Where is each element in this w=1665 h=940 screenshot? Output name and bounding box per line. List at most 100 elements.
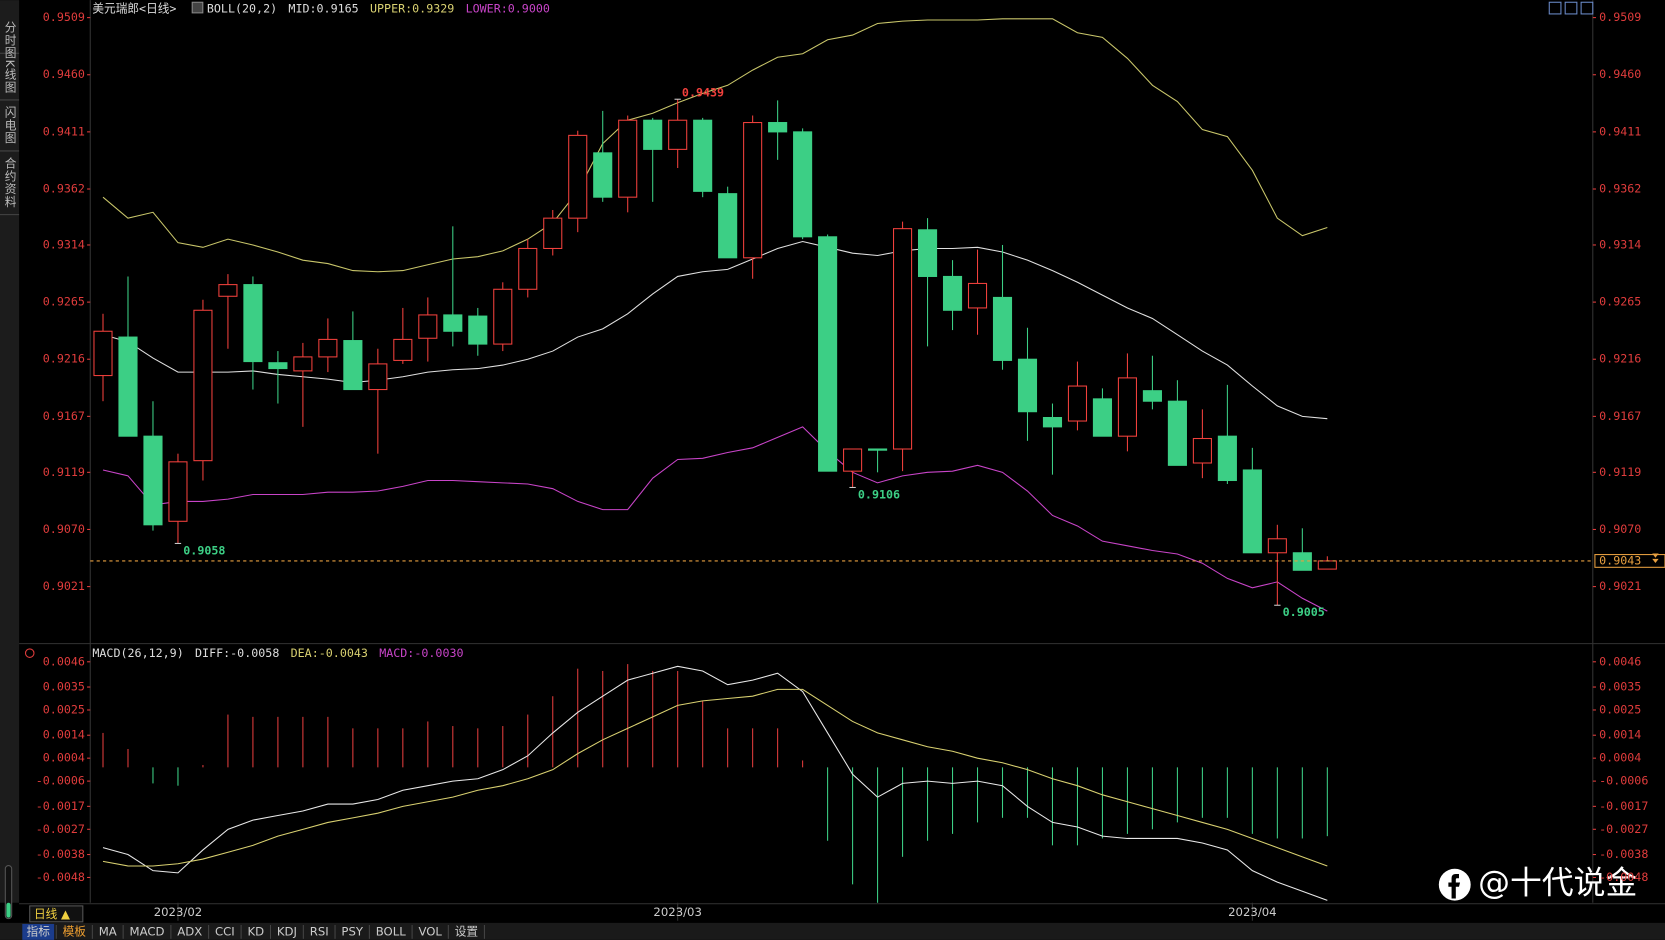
tab[interactable]: 模板 [63,924,87,938]
annotation: 0.9058 [183,543,225,557]
sidebar [0,0,20,903]
tab-active [22,923,55,940]
y2-tick-label: 0.9216 [1599,352,1641,366]
tab[interactable]: MA [99,924,117,938]
period-button[interactable] [29,905,84,923]
candle-body [1167,400,1187,466]
macd-diff: DIFF:-0.0058 [195,646,279,660]
sidebar-tab[interactable]: 分时图 [3,21,17,59]
annotation: 0.9439 [682,85,724,99]
y-tick-label: 0.0035 [43,680,85,694]
candle-body [168,461,188,522]
tab-bar [0,922,1665,940]
watermark-icon [1438,868,1471,901]
candle-body [193,309,213,462]
y-tick-label: 0.9021 [43,579,85,593]
candle-body [1242,469,1262,554]
toolbar-icon[interactable] [1580,1,1594,15]
y2-tick-label: 0.9314 [1599,237,1641,251]
toolbar-icon[interactable] [1548,1,1562,15]
candle-body [917,229,938,277]
y2-tick-label: 0.9460 [1599,67,1641,81]
candle-body [1092,398,1113,437]
candle-body [1292,552,1312,571]
macd-dea: DEA:-0.0043 [291,646,368,660]
y2-tick-label: 0.9411 [1599,124,1641,138]
x-tick-label: 2023/03 [653,905,702,919]
candle-body [118,336,138,437]
sidebar-tab[interactable]: K线图 [3,60,17,94]
tab[interactable]: 设置 [455,924,479,938]
y2-tick-label: 0.0004 [1599,751,1641,765]
y2-tick-label: 0.9070 [1599,522,1641,536]
macd-name: MACD(26,12,9) [92,646,183,660]
candle-body [1042,416,1063,428]
tab[interactable]: CCI [215,924,235,938]
candle-body [468,315,488,345]
band-line [102,426,1328,612]
scroll-thumb [6,902,11,918]
chart-title: 美元瑞郎<日线> [92,1,176,15]
tab[interactable]: KDJ [277,924,297,938]
candle-body [593,152,613,198]
tab[interactable]: PSY [341,924,363,938]
y-tick-label: 0.0046 [43,654,85,668]
toolbar-icon[interactable] [1564,1,1578,15]
y2-tick-label: 0.9509 [1599,10,1641,24]
tab[interactable]: BOLL [376,924,406,938]
candle-body [743,122,763,259]
candle-body [668,119,688,150]
x-tick-label: 2023/04 [1228,905,1277,919]
y-tick-label: 0.9460 [43,67,85,81]
tab[interactable]: KD [247,924,264,938]
candle-body [1317,560,1337,570]
y2-tick-label: 0.0025 [1599,702,1641,716]
candle-body [718,193,738,259]
candle-body [768,122,788,133]
last-price-arrow [1652,553,1659,564]
y-tick-label: -0.0017 [36,799,85,813]
y2-tick-label: -0.0027 [1599,822,1648,836]
macd-header: MACD(26,12,9) DIFF:-0.0058 DEA:-0.0043 M… [92,646,463,660]
band-line [102,18,1328,273]
indicator-mid: MID:0.9165 [288,1,358,15]
x-tick-label: 2023/02 [154,905,202,919]
candle-body [243,284,263,363]
chart-header: 美元瑞郎<日线> BOLL(20,2) MID:0.9165 UPPER:0.9… [92,1,550,15]
indicator-lower: LOWER:0.9000 [466,1,550,15]
candle-body [693,119,713,192]
candle-body [143,435,163,526]
y2-tick-label: 0.0014 [1599,728,1641,742]
y-tick-label: 0.9070 [43,522,85,536]
y-tick-label: 0.9119 [43,465,85,479]
band-line [102,240,1328,420]
candle-body [518,247,538,290]
candle-body [942,275,963,311]
candle-body [93,330,113,377]
watermark: @十代说金 [1478,864,1637,902]
sidebar-tab[interactable]: 合约资料 [3,157,17,209]
tab[interactable]: 指标 [27,924,51,938]
period-label[interactable]: 日线 ▲ [34,907,70,921]
tab[interactable]: MACD [130,924,165,938]
candle-body [568,134,588,219]
candle-body [893,228,913,450]
tab[interactable]: VOL [418,924,442,938]
candle-body [868,448,888,451]
candle-body [1017,358,1038,413]
sidebar-tab[interactable]: 闪电图 [3,106,17,145]
macd-value: MACD:-0.0030 [379,646,463,660]
candle-body [268,362,288,370]
candle-body [1192,437,1212,464]
y-tick-label: 0.9216 [43,352,85,366]
y-tick-label: 0.9509 [43,10,85,24]
candle-body [618,119,638,198]
candle-body [543,217,563,249]
candle-body [443,314,463,332]
y-tick-label: 0.0004 [43,751,85,765]
tab[interactable]: RSI [310,924,329,938]
y2-tick-label: 0.9265 [1599,295,1641,309]
tab[interactable]: ADX [177,924,202,938]
